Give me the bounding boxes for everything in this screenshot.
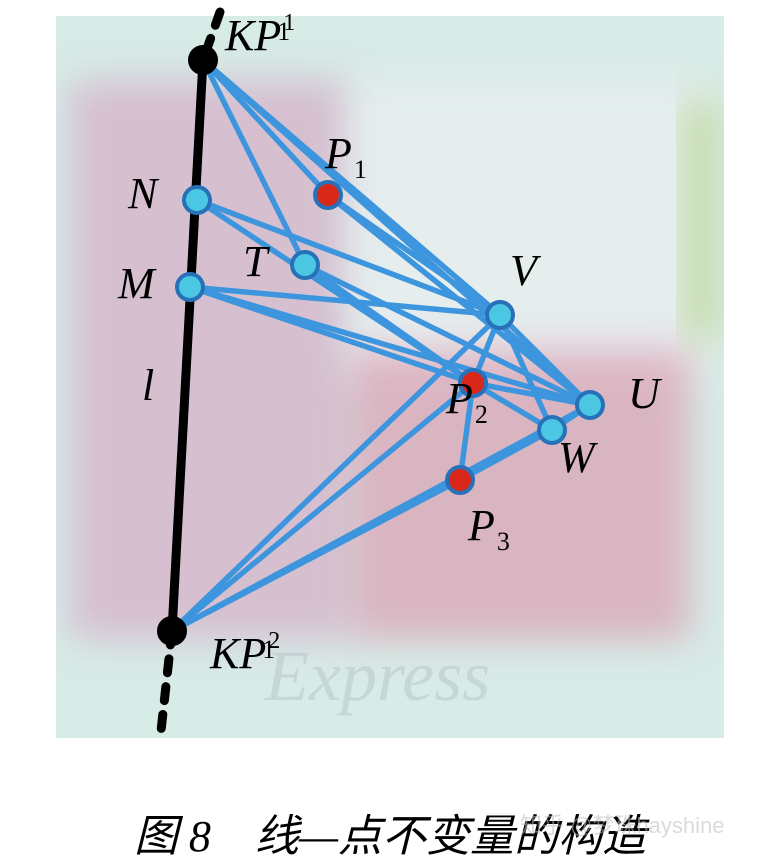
svg-text:M: M xyxy=(117,259,157,308)
svg-text:l: l xyxy=(142,361,154,410)
figure-container: ExpressKP11KP21P1P2P3NMTVUWl 图 8 线—点不变量的… xyxy=(0,0,780,859)
svg-text:T: T xyxy=(243,237,271,286)
svg-text:U: U xyxy=(628,369,663,418)
svg-text:N: N xyxy=(127,169,160,218)
geometry-diagram: ExpressKP11KP21P1P2P3NMTVUWl xyxy=(0,0,780,859)
svg-text:W: W xyxy=(558,433,598,482)
figure-caption: 图 8 线—点不变量的构造 xyxy=(0,800,780,859)
